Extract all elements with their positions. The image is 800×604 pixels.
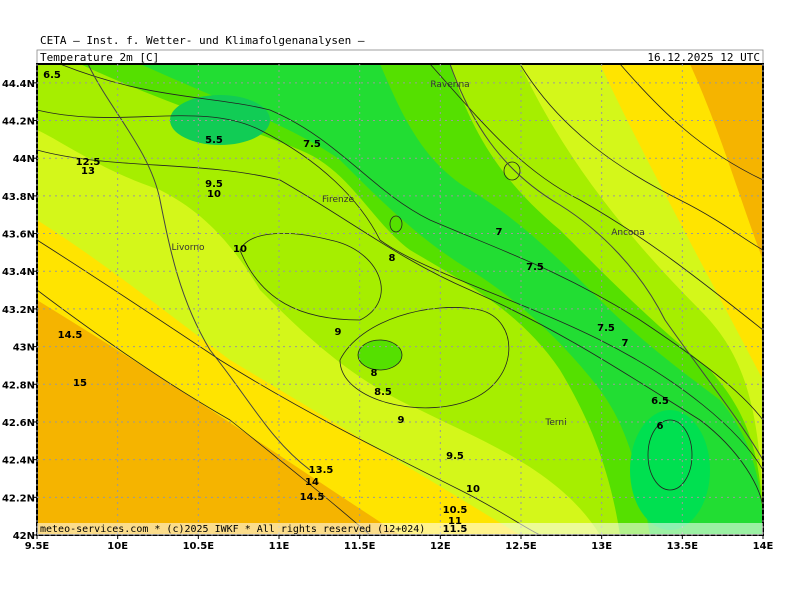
city-label: Terni (544, 418, 566, 428)
y-tick-label: 42.4N (2, 456, 35, 467)
contour-label: 8 (389, 253, 396, 264)
y-tick-label: 43.4N (2, 267, 35, 278)
y-tick-label: 42N (13, 531, 35, 542)
footer-bar (37, 523, 763, 535)
contour-label: 8 (371, 368, 378, 379)
y-tick-label: 42.6N (2, 418, 35, 429)
y-tick-label: 43N (13, 343, 35, 354)
x-tick-label: 11.5E (344, 541, 376, 552)
contour-label: 8.5 (374, 387, 392, 398)
footer: meteo-services.com * (c)2025 IWKF * All … (40, 524, 425, 535)
contour-label: 10 (207, 189, 221, 200)
field (37, 64, 763, 535)
contour-label: 12.5 (76, 157, 101, 168)
contour-label: 14.5 (300, 492, 325, 503)
contour-label: 7 (622, 338, 629, 349)
contour-label: 10.5 (443, 505, 468, 516)
contour-label: 9 (398, 415, 405, 426)
contour-label: 13 (81, 166, 95, 177)
contour-label: 10 (233, 244, 247, 255)
contour-label: 11 (448, 516, 462, 527)
contour-label: 9.5 (446, 451, 464, 462)
contour-label: 6.5 (651, 396, 669, 407)
y-tick-label: 42.2N (2, 493, 35, 504)
header: CETA — Inst. f. Wetter- und Klimafolgena… (40, 34, 365, 47)
x-tick-label: 10E (107, 541, 128, 552)
x-tick-label: 12E (430, 541, 451, 552)
x-tick-label: 13E (591, 541, 612, 552)
y-tick-label: 44N (13, 154, 35, 165)
y-tick-label: 44.2N (2, 117, 35, 128)
title: Temperature_2m_[C] (40, 51, 159, 64)
x-tick-label: 14E (753, 541, 774, 552)
date: 16.12.2025 12 UTC (647, 51, 760, 64)
y-tick-label: 43.8N (2, 192, 35, 203)
contour-label: 7.5 (526, 262, 544, 273)
contour-label: 9.5 (205, 179, 223, 190)
contour-label: 5.5 (205, 135, 223, 146)
contour-label: 6.5 (43, 70, 61, 81)
x-tick-label: 12.5E (505, 541, 537, 552)
x-tick-label: 11E (269, 541, 290, 552)
contour-label: 13.5 (309, 465, 334, 476)
city-label: Firenze (322, 195, 354, 205)
contour-label: 15 (73, 378, 87, 389)
contour-label: 14 (305, 477, 319, 488)
contour-label: 7.5 (303, 139, 321, 150)
x-tick-label: 13.5E (667, 541, 699, 552)
y-tick-label: 43.6N (2, 230, 35, 241)
city-label: Livorno (171, 243, 205, 253)
city-label: Ancona (611, 228, 645, 238)
x-tick-label: 9.5E (25, 541, 50, 552)
y-tick-label: 42.8N (2, 380, 35, 391)
x-tick-label: 10.5E (183, 541, 215, 552)
contour-label: 10 (466, 484, 480, 495)
y-tick-label: 43.2N (2, 305, 35, 316)
contour-label: 11.5 (443, 524, 468, 535)
contour-label: 6 (657, 421, 664, 432)
contour-label: 9 (335, 327, 342, 338)
contour-label: 7.5 (597, 323, 615, 334)
contour-label: 14.5 (58, 330, 83, 341)
contour-label: 7 (496, 227, 503, 238)
city-label: Ravenna (430, 80, 469, 90)
y-tick-label: 44.4N (2, 79, 35, 90)
